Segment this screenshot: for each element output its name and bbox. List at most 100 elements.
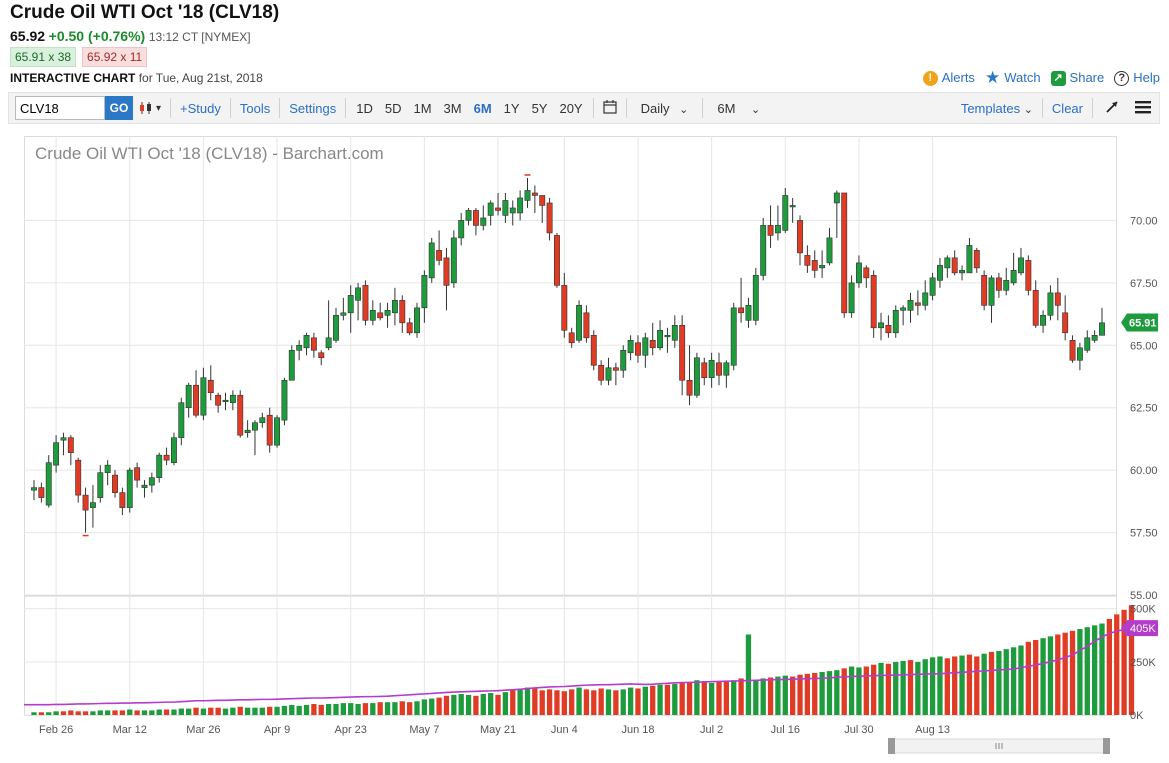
candle bbox=[229, 390, 236, 411]
volume-bar bbox=[465, 694, 472, 715]
candle-body bbox=[244, 429, 251, 433]
volume-bar bbox=[362, 703, 369, 715]
volume-bar bbox=[193, 707, 199, 715]
volume-bar bbox=[510, 690, 516, 715]
clear-button[interactable]: Clear bbox=[1051, 100, 1083, 116]
range-button-1m[interactable]: 1M bbox=[413, 100, 432, 116]
candle-body bbox=[833, 192, 840, 204]
candle-body bbox=[1076, 347, 1083, 361]
candle-body bbox=[752, 275, 759, 321]
volume-bar bbox=[767, 677, 774, 715]
time-scroller[interactable] bbox=[888, 738, 1110, 754]
alert-icon: ! bbox=[922, 70, 938, 86]
range-button-6m[interactable]: 6M bbox=[473, 100, 492, 116]
candle bbox=[1099, 307, 1105, 336]
range-button-20y[interactable]: 20Y bbox=[559, 100, 583, 116]
volume-bar bbox=[1077, 629, 1083, 715]
candle bbox=[1025, 255, 1032, 296]
range-button-5y[interactable]: 5Y bbox=[531, 100, 548, 116]
range-button-5d[interactable]: 5D bbox=[384, 100, 402, 116]
candle-body bbox=[981, 275, 988, 306]
menu-button[interactable] bbox=[1127, 100, 1159, 117]
volume-bar bbox=[981, 653, 987, 715]
settings-button[interactable]: Settings bbox=[289, 100, 337, 116]
candle bbox=[620, 345, 627, 378]
candle-body bbox=[31, 487, 37, 491]
candle-body bbox=[355, 287, 362, 301]
tools-button[interactable]: Tools bbox=[239, 100, 271, 116]
candle-body bbox=[104, 464, 111, 473]
candle-body bbox=[620, 349, 627, 371]
volume-bar bbox=[922, 659, 928, 715]
volume-bar bbox=[1047, 636, 1054, 715]
volume-bar bbox=[952, 656, 958, 715]
candle bbox=[605, 357, 612, 386]
candle bbox=[97, 465, 104, 503]
divider bbox=[625, 98, 627, 118]
candle bbox=[244, 420, 251, 438]
divider bbox=[1041, 98, 1043, 118]
templates-dropdown[interactable]: Templates ⌄ bbox=[956, 101, 1038, 116]
date-tick-label: Jun 4 bbox=[551, 724, 578, 736]
volume-bar bbox=[237, 706, 243, 715]
volume-bar bbox=[502, 692, 509, 715]
candle-body bbox=[377, 312, 384, 319]
candle-body bbox=[97, 472, 104, 498]
volume-bar bbox=[627, 687, 634, 715]
candle bbox=[539, 195, 546, 223]
candle bbox=[148, 472, 155, 493]
date-tick-label: May 21 bbox=[480, 724, 516, 736]
chart-type-selector[interactable]: ▾ bbox=[133, 101, 166, 115]
candle bbox=[885, 315, 892, 338]
symbol-input[interactable] bbox=[15, 96, 105, 120]
help-link[interactable]: ? Help bbox=[1114, 68, 1160, 88]
volume-bar bbox=[267, 706, 273, 715]
divider bbox=[170, 98, 172, 118]
candle bbox=[612, 362, 619, 386]
candle-body bbox=[671, 325, 678, 341]
chevron-down-icon: ⌄ bbox=[1023, 103, 1033, 116]
candle-body bbox=[259, 417, 266, 423]
scroller-left-handle[interactable] bbox=[888, 738, 895, 754]
header-actions: ! Alerts ★ Watch ↗ Share ? Help bbox=[922, 68, 1160, 88]
price-tick-label: 60.00 bbox=[1130, 465, 1158, 477]
candle-body bbox=[782, 195, 789, 231]
candle-body bbox=[907, 300, 914, 311]
candle bbox=[723, 360, 730, 388]
candle bbox=[340, 297, 347, 321]
period-dropdown[interactable]: 6M ⌄ bbox=[707, 101, 770, 116]
range-button-1d[interactable]: 1D bbox=[356, 100, 373, 116]
candle-body bbox=[369, 310, 376, 321]
watch-link[interactable]: ★ Watch bbox=[985, 68, 1041, 88]
candle-body bbox=[362, 285, 369, 321]
volume-bar bbox=[90, 711, 96, 715]
volume-bar bbox=[244, 707, 251, 715]
candle-body bbox=[414, 307, 420, 334]
draw-button[interactable] bbox=[1097, 100, 1127, 116]
candle-body bbox=[863, 267, 870, 279]
candle bbox=[819, 250, 826, 278]
volume-bar bbox=[974, 656, 980, 715]
volume-bar bbox=[723, 681, 730, 715]
share-link[interactable]: ↗ Share bbox=[1050, 68, 1104, 88]
interval-dropdown[interactable]: Daily ⌄ bbox=[631, 101, 699, 116]
candle bbox=[988, 275, 995, 323]
candle-body bbox=[200, 377, 207, 416]
calendar-button[interactable] bbox=[598, 99, 622, 117]
candle-body bbox=[207, 379, 214, 394]
candle-body bbox=[804, 255, 811, 266]
candle bbox=[369, 300, 376, 326]
study-button[interactable]: +Study bbox=[180, 100, 221, 116]
chart-svg[interactable]: Crude Oil WTI Oct '18 (CLV18) - Barchart… bbox=[24, 136, 1169, 763]
price-chart[interactable]: Crude Oil WTI Oct '18 (CLV18) - Barchart… bbox=[24, 136, 1169, 763]
scroller-right-handle[interactable] bbox=[1103, 738, 1110, 754]
candle bbox=[892, 305, 899, 338]
range-button-3m[interactable]: 3M bbox=[443, 100, 462, 116]
alerts-link[interactable]: ! Alerts bbox=[922, 68, 975, 88]
candle bbox=[259, 412, 266, 428]
candle-body bbox=[627, 339, 634, 354]
range-button-1y[interactable]: 1Y bbox=[503, 100, 520, 116]
volume-bar bbox=[488, 693, 494, 715]
go-button[interactable]: GO bbox=[105, 96, 133, 120]
volume-bar bbox=[429, 698, 435, 715]
